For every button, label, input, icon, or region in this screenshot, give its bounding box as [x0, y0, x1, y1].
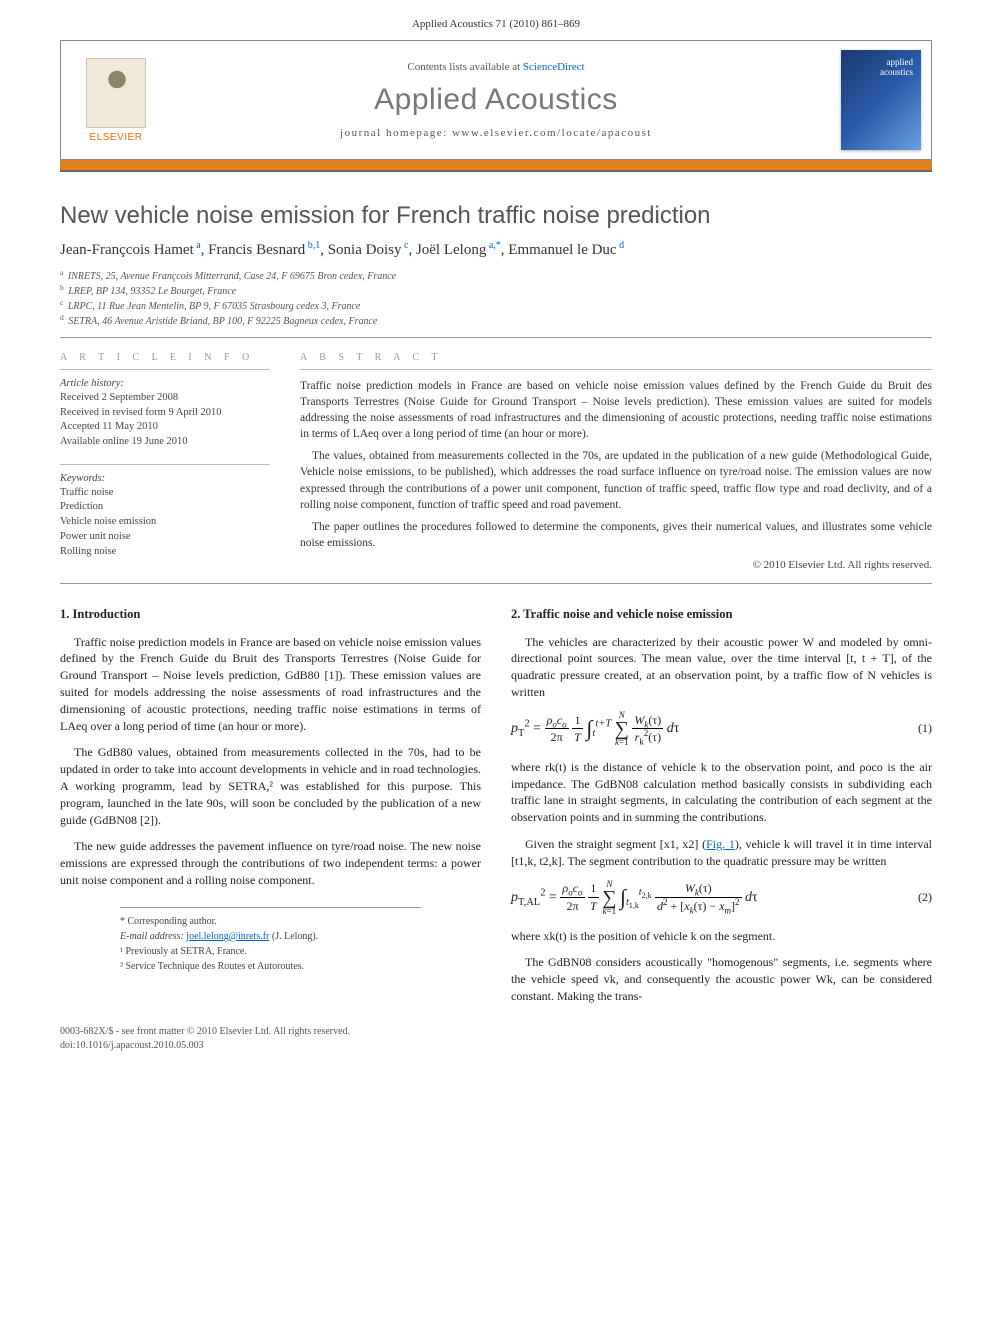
cover-text: applied acoustics [880, 58, 913, 78]
equation-2: pT,AL2 = ρoco2π 1T N∑k=1 ∫t1,kt2,k Wk(τ)… [511, 880, 932, 916]
affiliation-line: a INRETS, 25, Avenue Françcois Mitterran… [60, 269, 932, 284]
right-column: 2. Traffic noise and vehicle noise emiss… [511, 606, 932, 1015]
sec2-p2: where rk(t) is the distance of vehicle k… [511, 759, 932, 826]
sec2-p4: where xk(t) is the position of vehicle k… [511, 928, 932, 945]
section-1-heading: 1. Introduction [60, 606, 481, 624]
equation-1: pT2 = ρoco2π 1T ∫tt+T N∑k=1 Wk(τ)rk2(τ) … [511, 711, 932, 747]
eq1-number: (1) [902, 720, 932, 737]
publisher-name: ELSEVIER [90, 132, 143, 143]
corresponding-author: * Corresponding author. [120, 914, 421, 929]
email-line: E-mail address: joel.lelong@inrets.fr (J… [120, 929, 421, 944]
abstract-p2: The values, obtained from measurements c… [300, 448, 932, 512]
sec1-p1: Traffic noise prediction models in Franc… [60, 634, 481, 735]
sec2-p3: Given the straight segment [x1, x2] (Fig… [511, 836, 932, 870]
affiliation-line: b LREP, BP 134, 93352 Le Bourget, France [60, 284, 932, 299]
sec1-p3: The new guide addresses the pavement inf… [60, 838, 481, 888]
sciencedirect-link[interactable]: ScienceDirect [523, 61, 585, 73]
keyword-line: Rolling noise [60, 545, 270, 560]
affiliation-line: c LRPC, 11 Rue Jean Mentelin, BP 9, F 67… [60, 299, 932, 314]
journal-title: Applied Acoustics [161, 83, 831, 117]
keyword-line: Power unit noise [60, 530, 270, 545]
abstract-p1: Traffic noise prediction models in Franc… [300, 378, 932, 442]
fig1-link[interactable]: Fig. 1 [706, 837, 735, 851]
publisher-logo: ELSEVIER [71, 45, 161, 155]
left-column: 1. Introduction Traffic noise prediction… [60, 606, 481, 1015]
history-line: Received in revised form 9 April 2010 [60, 406, 270, 421]
email-label: E-mail address: [120, 931, 186, 942]
abstract-p3: The paper outlines the procedures follow… [300, 519, 932, 551]
homepage-url[interactable]: www.elsevier.com/locate/apacoust [452, 127, 652, 139]
email-name: (J. Lelong). [269, 931, 318, 942]
article-history: Article history: Received 2 September 20… [60, 378, 270, 450]
affiliation-line: d SETRA, 46 Avenue Aristide Briand, BP 1… [60, 314, 932, 329]
doi-line: doi:10.1016/j.apacoust.2010.05.003 [60, 1039, 932, 1053]
separator-line [60, 583, 932, 584]
article-info-column: A R T I C L E I N F O Article history: R… [60, 352, 270, 573]
copyright-line: © 2010 Elsevier Ltd. All rights reserved… [300, 559, 932, 571]
footnote-1: ¹ Previously at SETRA, France. [120, 944, 421, 959]
cover-line2: acoustics [880, 67, 913, 77]
article-title: New vehicle noise emission for French tr… [60, 202, 932, 230]
footnote-2: ² Service Technique des Routes et Autoro… [120, 959, 421, 974]
keywords-block: Keywords: Traffic noisePredictionVehicle… [60, 473, 270, 559]
affiliations: a INRETS, 25, Avenue Françcois Mitterran… [60, 269, 932, 329]
author-list: Jean-Françcois Hamet a, Francis Besnard … [60, 242, 932, 259]
footnotes: * Corresponding author. E-mail address: … [120, 907, 421, 974]
homepage-prefix: journal homepage: [340, 127, 452, 139]
sec2-p5: The GdBN08 considers acoustically "homog… [511, 954, 932, 1004]
cover-line1: applied [887, 57, 914, 67]
doi-block: 0003-682X/$ - see front matter © 2010 El… [60, 1025, 932, 1053]
section-2-heading: 2. Traffic noise and vehicle noise emiss… [511, 606, 932, 624]
sec2-p3a: Given the straight segment [x1, x2] ( [525, 837, 706, 851]
page-citation: Applied Acoustics 71 (2010) 861–869 [0, 0, 992, 34]
article-info-heading: A R T I C L E I N F O [60, 352, 270, 363]
abstract-column: A B S T R A C T Traffic noise prediction… [300, 352, 932, 573]
banner-center: Contents lists available at ScienceDirec… [161, 61, 831, 139]
keyword-line: Vehicle noise emission [60, 515, 270, 530]
keywords-label: Keywords: [60, 473, 270, 484]
journal-cover-thumbnail: applied acoustics [841, 50, 921, 150]
history-line: Received 2 September 2008 [60, 391, 270, 406]
keyword-line: Traffic noise [60, 486, 270, 501]
separator-line [60, 337, 932, 338]
eq2-number: (2) [902, 889, 932, 906]
homepage-line: journal homepage: www.elsevier.com/locat… [161, 127, 831, 139]
history-line: Available online 19 June 2010 [60, 435, 270, 450]
contents-line: Contents lists available at ScienceDirec… [161, 61, 831, 73]
email-link[interactable]: joel.lelong@inrets.fr [186, 931, 269, 942]
abstract-body: Traffic noise prediction models in Franc… [300, 378, 932, 551]
sec1-p2: The GdB80 values, obtained from measurem… [60, 744, 481, 828]
history-line: Accepted 11 May 2010 [60, 420, 270, 435]
front-matter-line: 0003-682X/$ - see front matter © 2010 El… [60, 1025, 932, 1039]
body-two-columns: 1. Introduction Traffic noise prediction… [60, 606, 932, 1015]
journal-banner: ELSEVIER Contents lists available at Sci… [60, 40, 932, 160]
orange-separator-bar [60, 160, 932, 172]
sec2-p1: The vehicles are characterized by their … [511, 634, 932, 701]
contents-prefix: Contents lists available at [407, 61, 522, 73]
info-abstract-row: A R T I C L E I N F O Article history: R… [60, 352, 932, 573]
history-label: Article history: [60, 378, 270, 389]
abstract-heading: A B S T R A C T [300, 352, 932, 363]
elsevier-tree-icon [86, 58, 146, 128]
keyword-line: Prediction [60, 500, 270, 515]
